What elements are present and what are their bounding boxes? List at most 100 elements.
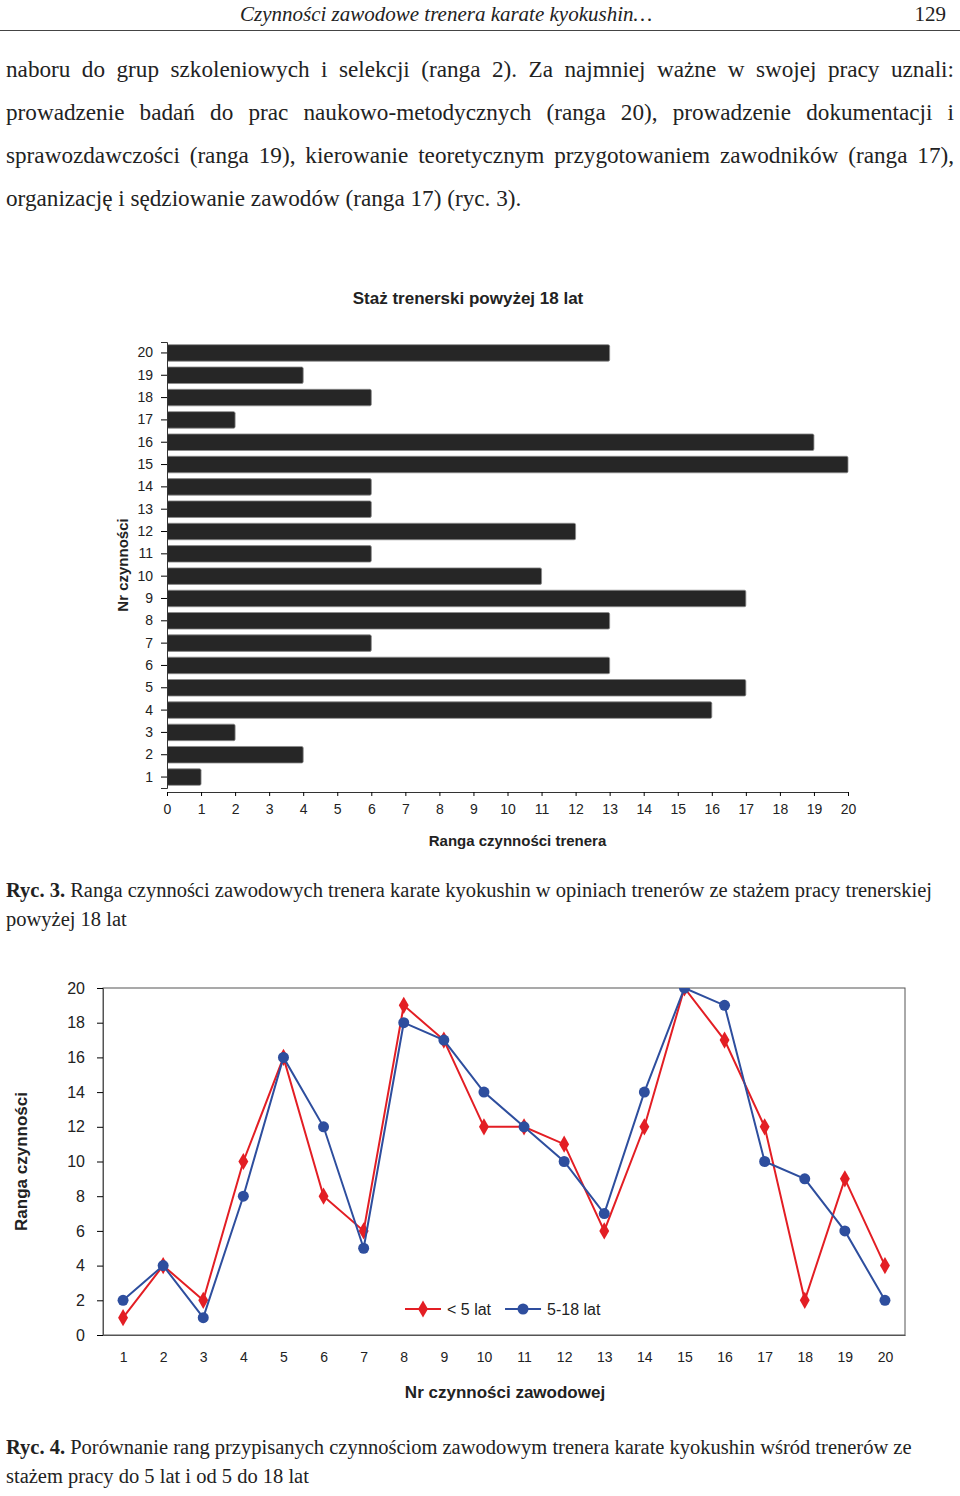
tick-label: 18 [67, 1014, 85, 1031]
x-axis: 01234567891011121314151617181920 [164, 792, 857, 817]
tick: 20 [878, 1335, 894, 1365]
tick-mark [269, 792, 270, 796]
tick: 0 [164, 792, 172, 817]
tick-mark [161, 598, 167, 599]
tick-label: 11 [517, 1349, 532, 1365]
x-axis-title: Ranga czynności trenera [429, 832, 607, 849]
tick-label: 12 [557, 1349, 573, 1365]
tick-mark [161, 665, 167, 666]
marker [238, 1153, 248, 1170]
bar [167, 680, 746, 697]
y-axis: 02468101214161820 [67, 980, 103, 1344]
tick: 14 [637, 1335, 653, 1365]
tick: 15 [670, 792, 686, 817]
tick-mark [167, 792, 168, 796]
marker [478, 1087, 489, 1098]
tick: 11 [535, 792, 550, 817]
tick: 18 [137, 389, 167, 405]
tick-label: 17 [757, 1349, 773, 1365]
bar [167, 568, 542, 585]
marker [799, 1173, 810, 1184]
marker [599, 1208, 610, 1219]
tick-label: 0 [164, 801, 172, 817]
tick-label: 5 [334, 801, 342, 817]
marker [839, 1225, 850, 1236]
tick-label: 10 [477, 1349, 493, 1365]
chart-1: Staż trenerski powyżej 18 lat01234567891… [114, 289, 856, 849]
bar [167, 769, 201, 786]
tick: 7 [145, 635, 167, 651]
tick-mark [161, 643, 167, 644]
tick: 7 [402, 792, 410, 817]
tick-mark [712, 792, 713, 796]
legend-item: 5-18 lat [505, 1301, 601, 1318]
marker [198, 1312, 209, 1323]
marker [599, 1222, 609, 1239]
bar [167, 523, 576, 540]
tick-mark [161, 419, 167, 420]
tick-label: 12 [137, 523, 153, 539]
tick-label: 10 [137, 568, 153, 584]
tick-mark [405, 792, 406, 796]
tick: 12 [568, 792, 584, 817]
tick: 19 [838, 1335, 854, 1365]
tick-label: 8 [436, 801, 444, 817]
tick-label: 8 [400, 1349, 408, 1365]
tick-label: 10 [67, 1153, 85, 1170]
tick-label: 14 [67, 1084, 85, 1101]
tick-mark [644, 792, 645, 796]
y-axis-title: Ranga czynności [12, 1092, 31, 1231]
tick: 18 [773, 792, 789, 817]
marker [479, 1118, 489, 1135]
paragraph: naboru do grup szkoleniowych i selekcji … [6, 48, 954, 220]
bar [167, 367, 303, 384]
tick-mark [97, 1023, 103, 1024]
bar [167, 746, 303, 763]
chart-2: 1234567891011121314151617181920024681012… [12, 979, 906, 1402]
tick-mark [508, 792, 509, 796]
tick: 10 [500, 792, 516, 817]
tick: 17 [739, 792, 755, 817]
tick: 2 [145, 746, 167, 762]
tick: 12 [137, 523, 167, 539]
tick: 7 [360, 1335, 368, 1365]
legend-item: < 5 lat [405, 1300, 492, 1318]
tick: 16 [137, 434, 167, 450]
tick-label: 8 [145, 612, 153, 628]
tick: 5 [280, 1335, 288, 1365]
tick-label: 9 [470, 801, 478, 817]
tick: 10 [137, 568, 167, 584]
tick: 9 [145, 590, 167, 606]
tick-mark [161, 754, 167, 755]
tick-label: 14 [636, 801, 652, 817]
tick-mark [235, 792, 236, 796]
legend: < 5 lat 5-18 lat [405, 1300, 601, 1318]
tick: 6 [145, 657, 167, 673]
tick-label: 4 [145, 702, 153, 718]
marker [759, 1156, 770, 1167]
tick: 17 [137, 411, 167, 427]
axis-line [168, 793, 849, 797]
tick: 15 [137, 456, 167, 472]
tick-label: 17 [137, 411, 153, 427]
bar [167, 657, 610, 674]
marker [800, 1292, 810, 1309]
bar [167, 724, 235, 741]
tick-label: 3 [145, 724, 153, 740]
tick-label: 20 [841, 801, 857, 817]
tick-label: 16 [67, 1049, 85, 1066]
caption-label: Ryc. 3. [6, 879, 65, 901]
tick: 16 [67, 1049, 103, 1066]
tick-mark [161, 509, 167, 510]
axis-line [161, 343, 168, 789]
page-svg: Staż trenerski powyżej 18 lat01234567891… [0, 0, 960, 1496]
tick: 15 [677, 1335, 693, 1365]
marker [358, 1243, 369, 1254]
marker [319, 1188, 329, 1205]
tick-label: 2 [76, 1292, 85, 1309]
marker [559, 1156, 570, 1167]
tick: 13 [597, 1335, 613, 1365]
tick: 17 [757, 1335, 773, 1365]
tick: 19 [137, 367, 167, 383]
legend-label: 5-18 lat [547, 1301, 601, 1318]
